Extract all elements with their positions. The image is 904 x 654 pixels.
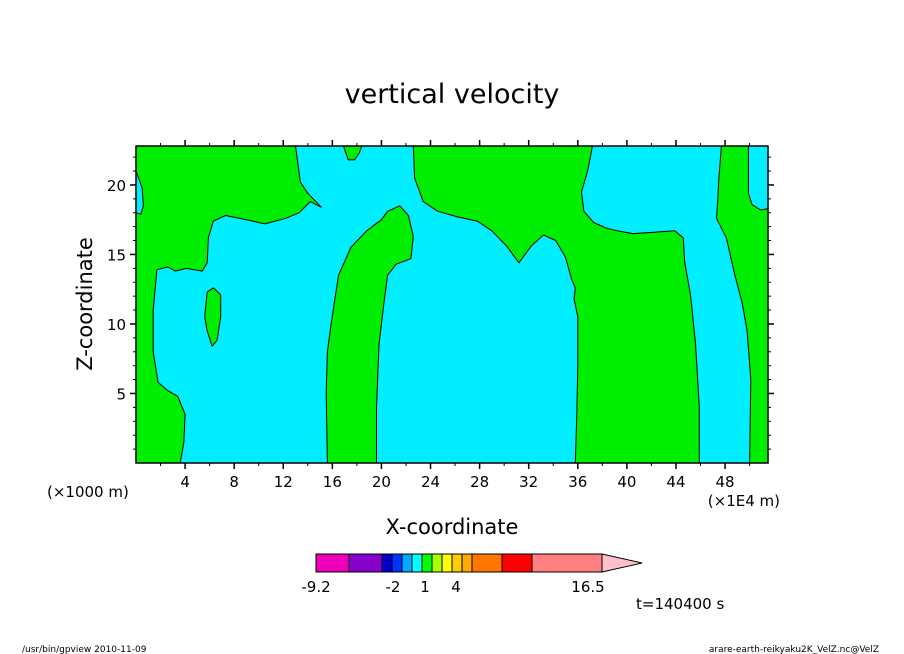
colorbar-segment bbox=[431, 553, 443, 573]
y-tick-label: 5 bbox=[116, 385, 126, 403]
footer-right: arare-earth-reikyaku2K_VelZ.nc@VelZ bbox=[709, 645, 879, 654]
x-tick-label: 4 bbox=[180, 473, 190, 491]
x-tick-label: 12 bbox=[274, 473, 293, 491]
colorbar-segment bbox=[348, 553, 383, 573]
colorbar-segment bbox=[501, 553, 533, 573]
contour-region-5 bbox=[204, 287, 222, 347]
footer-left: /usr/bin/gpview 2010-11-09 bbox=[22, 645, 147, 654]
x-tick-label: 40 bbox=[617, 473, 636, 491]
colorbar-segment bbox=[391, 553, 403, 573]
x-tick-label: 20 bbox=[372, 473, 391, 491]
colorbar-label: 16.5 bbox=[571, 578, 604, 596]
colorbar-segment bbox=[531, 553, 603, 573]
chart-title: vertical velocity bbox=[345, 79, 560, 110]
colorbar-label: -2 bbox=[386, 578, 401, 596]
colorbar-label: -9.2 bbox=[301, 578, 330, 596]
x-axis-label: X-coordinate bbox=[386, 515, 519, 539]
colorbar-label: 1 bbox=[420, 578, 430, 596]
x-tick-label: 48 bbox=[716, 473, 735, 491]
colorbar: -9.2 -2 1 4 16.5 bbox=[301, 553, 643, 596]
x-unit-left: (×1000 m) bbox=[47, 483, 129, 501]
colorbar-segment bbox=[471, 553, 503, 573]
time-label: t=140400 s bbox=[636, 595, 724, 613]
y-tick-label: 20 bbox=[107, 177, 126, 195]
colorbar-segment bbox=[451, 553, 463, 573]
colorbar-segment bbox=[315, 553, 350, 573]
colorbar-segment bbox=[381, 553, 393, 573]
x-tick-label: 28 bbox=[470, 473, 489, 491]
y-axis-label: Z-coordinate bbox=[73, 237, 97, 371]
colorbar-label: 4 bbox=[451, 578, 461, 596]
contour-region-4 bbox=[716, 145, 769, 464]
y-tick-label: 15 bbox=[107, 246, 126, 264]
colorbar-segment bbox=[441, 553, 453, 573]
colorbar-segment bbox=[461, 553, 473, 573]
x-tick-label: 16 bbox=[323, 473, 342, 491]
colorbar-segment bbox=[411, 553, 423, 573]
x-tick-label: 44 bbox=[666, 473, 685, 491]
contour-region-3 bbox=[412, 145, 700, 464]
colorbar-segment bbox=[401, 553, 413, 573]
colorbar-segment bbox=[421, 553, 433, 573]
x-tick-label: 24 bbox=[421, 473, 440, 491]
plot-frame bbox=[135, 145, 769, 464]
x-tick-label: 36 bbox=[568, 473, 587, 491]
contour-region-2 bbox=[325, 205, 414, 464]
x-unit-right: (×1E4 m) bbox=[708, 492, 780, 510]
x-tick-label: 32 bbox=[519, 473, 538, 491]
colorbar-arrow bbox=[601, 553, 643, 573]
x-tick-label: 8 bbox=[229, 473, 239, 491]
y-tick-label: 10 bbox=[107, 316, 126, 334]
plot-area bbox=[135, 145, 769, 464]
